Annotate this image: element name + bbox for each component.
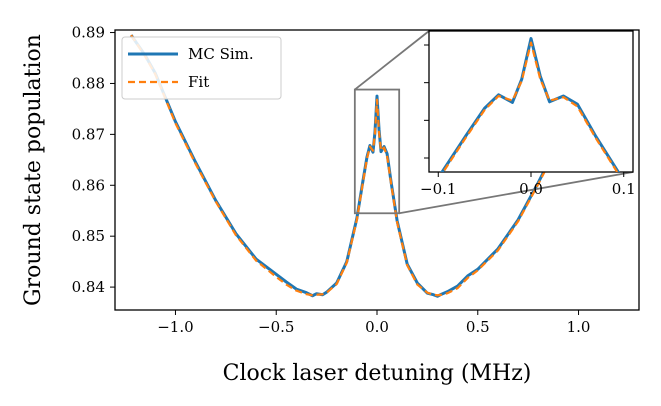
series-line-1	[130, 34, 620, 297]
inset-x-tick-label: 0.1	[612, 180, 636, 198]
y-tick-label: 0.89	[72, 24, 105, 42]
inset-series-line-1	[441, 41, 619, 172]
inset-series-line-0	[440, 37, 621, 172]
y-axis-label: Ground state population	[21, 34, 46, 306]
y-tick-label: 0.88	[72, 74, 105, 92]
legend-label-mc-sim: MC Sim.	[188, 45, 254, 63]
inset-x-tick-label: −0.1	[420, 180, 456, 198]
y-tick-label: 0.86	[72, 176, 105, 194]
main-ticks: −1.0 −0.5 0.0 0.5 1.0 0.84 0.85 0.86 0.87 0.88 0.8…	[72, 24, 591, 336]
main-series	[129, 34, 621, 298]
x-tick-label: −1.0	[157, 318, 193, 336]
legend: MC Sim. Fit	[121, 36, 282, 100]
zoom-rectangle	[353, 88, 401, 215]
inset-series	[440, 37, 621, 172]
inset-frame	[428, 30, 634, 173]
inset-x-tick-label: 0.0	[519, 180, 543, 198]
y-tick-label: 0.84	[72, 278, 105, 296]
zoom-indicator	[353, 30, 634, 215]
x-tick-label: 1.0	[567, 318, 591, 336]
x-tick-label: −0.5	[258, 318, 294, 336]
x-tick-label: 0.5	[466, 318, 490, 336]
x-axis-label: Clock laser detuning (MHz)	[223, 361, 532, 386]
y-tick-label: 0.85	[72, 227, 105, 245]
legend-label-fit: Fit	[188, 73, 209, 91]
series-line-0	[129, 34, 621, 298]
zoom-connector	[354, 30, 430, 91]
x-tick-label: 0.0	[365, 318, 389, 336]
zoom-connector	[399, 171, 634, 215]
inset-ticks: −0.1 0.0 0.1	[420, 44, 636, 198]
y-tick-label: 0.87	[72, 125, 105, 143]
